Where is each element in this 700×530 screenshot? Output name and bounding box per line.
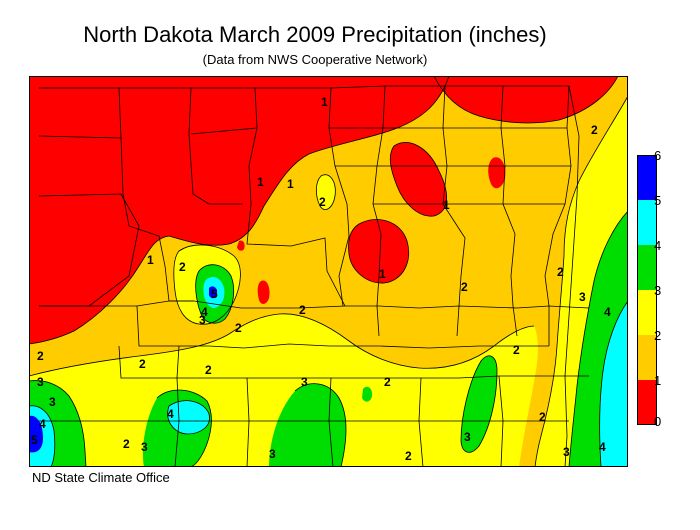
contour-label: 4 xyxy=(604,305,611,319)
contour-lines xyxy=(29,76,628,467)
map-frame xyxy=(29,76,628,467)
contour-label: 5 xyxy=(211,287,218,301)
legend-band-4-5 xyxy=(637,200,657,245)
contour-labels: 1 1 1 1 1 1 2 2 2 2 2 2 2 2 2 2 2 2 2 2 … xyxy=(31,95,611,463)
contour-label: 1 xyxy=(379,267,386,281)
contour-label: 2 xyxy=(235,321,242,335)
band-3-4-cell-1 xyxy=(362,386,373,402)
contour-label: 1 xyxy=(443,198,450,212)
legend-band-5-6 xyxy=(637,155,657,200)
band-0-1-cell-3 xyxy=(488,157,506,189)
contour-label: 4 xyxy=(39,417,46,431)
contour-label: 3 xyxy=(579,290,586,304)
map-title: North Dakota March 2009 Precipitation (i… xyxy=(83,22,547,47)
contour-label: 3 xyxy=(141,440,148,454)
legend-tick-3: 3 xyxy=(654,283,662,298)
band-0-1-cell-4 xyxy=(257,280,270,304)
contour-label: 3 xyxy=(199,313,206,327)
contour-label: 2 xyxy=(123,437,130,451)
contour-label: 3 xyxy=(49,395,56,409)
legend-band-3-4 xyxy=(637,245,657,290)
county-boundaries xyxy=(38,85,590,467)
contour-label: 3 xyxy=(563,445,570,459)
legend-tick-2: 2 xyxy=(654,328,662,343)
contour-label: 2 xyxy=(539,410,546,424)
contour-label: 2 xyxy=(319,195,326,209)
legend-tick-1: 1 xyxy=(654,373,662,388)
band-2-3-cell-sw xyxy=(204,370,214,382)
contour-label: 2 xyxy=(37,349,44,363)
legend-tick-5: 5 xyxy=(654,193,662,208)
contour-label: 2 xyxy=(405,449,412,463)
band-4-5-east xyxy=(599,301,628,467)
contour-label: 1 xyxy=(287,177,294,191)
legend-band-0-1 xyxy=(637,380,657,425)
contour-label: 2 xyxy=(384,375,391,389)
band-0-1-cell-1 xyxy=(390,142,447,217)
contour-label: 3 xyxy=(301,375,308,389)
contour-label: 2 xyxy=(461,280,468,294)
precipitation-map: 1 1 1 1 1 1 2 2 2 2 2 2 2 2 2 2 2 2 2 2 … xyxy=(29,76,628,467)
contour-label: 1 xyxy=(147,253,154,267)
band-0-1-west xyxy=(29,76,449,344)
contour-label: 1 xyxy=(321,95,328,109)
contour-label: 5 xyxy=(31,433,38,447)
legend-frame xyxy=(637,155,657,425)
legend-tick-0: 0 xyxy=(654,414,662,429)
band-5-6-central xyxy=(209,286,218,299)
contour-label: 3 xyxy=(269,447,276,461)
contour-label: 2 xyxy=(557,265,564,279)
legend-band-1-2 xyxy=(637,335,657,380)
contour-label: 2 xyxy=(205,363,212,377)
contour-label: 2 xyxy=(299,303,306,317)
contour-label: 2 xyxy=(179,260,186,274)
contour-label: 4 xyxy=(167,407,174,421)
legend-tick-4: 4 xyxy=(654,238,662,253)
map-subtitle: (Data from NWS Cooperative Network) xyxy=(202,52,428,67)
band-0-1-northeast xyxy=(434,76,618,123)
legend-band-2-3 xyxy=(637,290,657,335)
legend-tick-6: 6 xyxy=(654,148,662,163)
contour-label: 3 xyxy=(37,375,44,389)
band-0-1-cell-5 xyxy=(237,240,245,251)
contour-label: 2 xyxy=(139,357,146,371)
contour-label: 4 xyxy=(599,440,606,454)
band-3-4-south-2 xyxy=(269,383,346,467)
band-0-1-cell-2 xyxy=(348,219,409,284)
contour-label: 2 xyxy=(513,343,520,357)
contour-label: 4 xyxy=(201,305,208,319)
band-2-3-cell xyxy=(316,174,336,210)
credit-text: ND State Climate Office xyxy=(32,470,170,485)
band-5-6-southwest xyxy=(29,415,43,453)
color-scale-legend xyxy=(637,155,657,425)
contour-label: 2 xyxy=(591,123,598,137)
contour-label: 1 xyxy=(257,175,264,189)
band-3-4-south-3 xyxy=(461,355,497,453)
contour-label: 3 xyxy=(464,430,471,444)
